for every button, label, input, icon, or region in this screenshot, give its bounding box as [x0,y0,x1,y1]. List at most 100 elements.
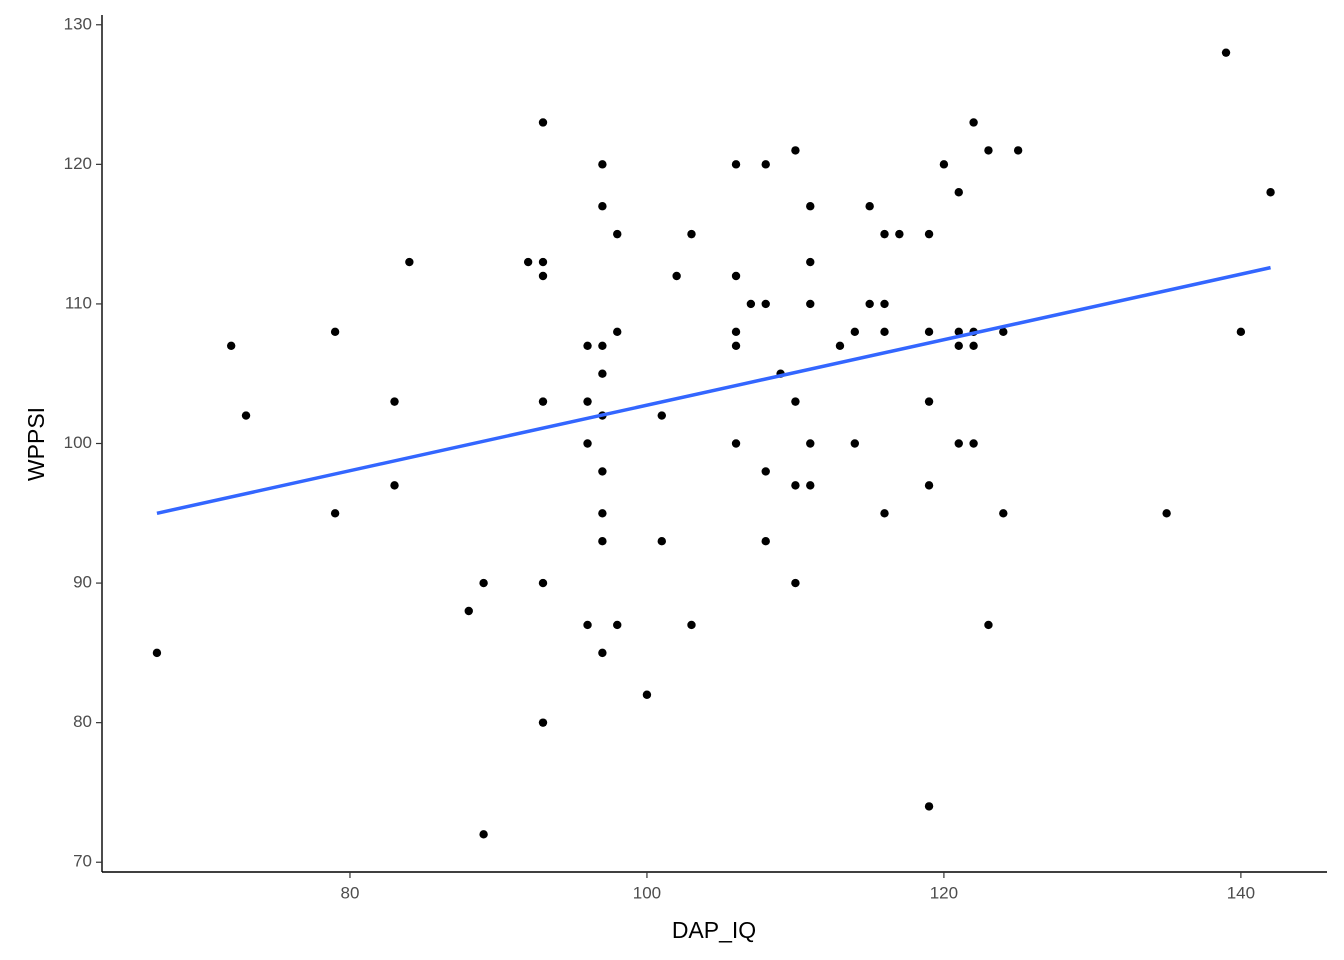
point [969,341,978,350]
point [613,229,622,239]
point [761,467,770,476]
y-tick-label: 80 [73,712,92,731]
point [954,327,963,337]
y-tick-label: 120 [64,154,92,173]
y-tick-label: 130 [64,14,92,33]
point [731,341,741,350]
point [865,202,874,211]
point [1221,48,1231,57]
point [583,620,592,630]
point [538,718,548,727]
point [969,118,978,127]
point [538,271,548,281]
point [226,341,236,350]
point [850,327,860,337]
point [390,481,399,490]
fit-line [156,265,1271,515]
point [731,439,741,448]
point [464,606,473,616]
point [791,146,800,155]
point [687,620,696,630]
point [598,467,607,476]
point [538,578,548,588]
point [999,327,1008,337]
point [954,341,963,350]
point [806,481,815,490]
point [538,397,548,406]
point [657,411,666,420]
point [1162,509,1171,518]
point [598,648,607,658]
point [880,509,889,518]
point [761,537,770,546]
point [895,229,904,239]
point [241,411,251,420]
point [746,299,756,309]
point [924,229,934,239]
y-axis-title: WPPSI [23,407,49,481]
y-tick-label: 110 [65,293,92,312]
point [390,397,399,406]
point [984,620,993,630]
x-tick-label: 100 [633,883,661,902]
point [642,690,652,699]
point [598,509,607,518]
point [954,439,963,448]
point [731,271,741,281]
point [850,439,860,448]
x-axis-title: DAP_IQ [672,917,756,943]
point [880,299,889,309]
y-tick-label: 70 [73,852,92,871]
x-tick-label: 140 [1227,883,1255,902]
point [984,146,993,155]
point [999,509,1008,518]
point [761,299,770,309]
point [731,327,741,337]
point [598,341,607,350]
point [657,537,666,546]
x-tick-label: 120 [930,883,958,902]
point [1266,188,1275,197]
x-tick-label: 80 [341,883,360,902]
point [405,257,414,267]
point [1236,327,1246,337]
point [598,369,607,378]
point [865,299,874,309]
point [969,439,978,448]
point [598,537,607,546]
point [806,439,815,448]
point [806,299,815,309]
point [538,118,548,127]
point [761,160,770,169]
point [479,830,488,839]
point [672,271,681,281]
point [330,327,340,337]
point [806,202,815,211]
point [924,481,934,490]
point [598,160,607,169]
y-tick-label: 100 [64,433,92,452]
point [880,229,889,239]
point [330,509,340,518]
point [523,257,533,267]
y-tick-label: 90 [73,573,92,592]
point [152,648,162,658]
point [791,481,800,490]
point [613,620,622,630]
point [791,578,800,588]
point [835,341,845,350]
point [731,160,741,169]
point [1013,146,1023,155]
point [939,160,949,169]
point [924,397,934,406]
point [583,341,592,350]
point [613,327,622,337]
point [954,188,963,197]
point [880,327,889,337]
point [687,229,696,239]
point [598,202,607,211]
point [791,397,800,406]
point [806,257,815,267]
point [538,257,548,267]
point [924,802,934,811]
